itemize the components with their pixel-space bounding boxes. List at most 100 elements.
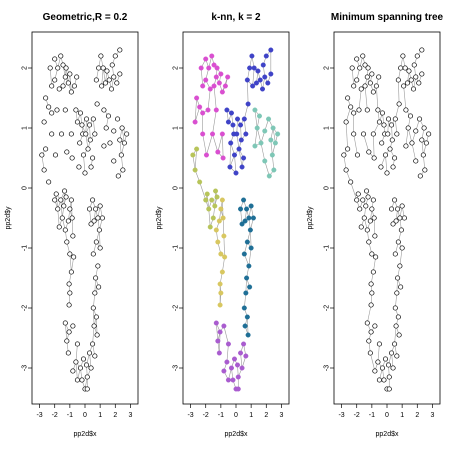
graph-edge <box>192 154 196 171</box>
data-point <box>93 275 99 281</box>
x-tick-label: 2 <box>113 412 117 419</box>
data-point <box>224 107 230 113</box>
data-point <box>376 377 382 383</box>
graph-edge <box>222 133 224 159</box>
y-tick-label: -3 <box>173 365 180 371</box>
data-point <box>64 239 70 245</box>
graph-edge <box>199 181 206 201</box>
data-point <box>204 191 210 197</box>
data-point <box>394 353 400 359</box>
data-point <box>364 74 370 80</box>
data-point <box>215 149 221 155</box>
data-point <box>66 302 72 308</box>
data-point <box>230 122 236 128</box>
data-point <box>252 143 258 149</box>
data-point <box>239 365 245 371</box>
data-point <box>105 113 112 119</box>
data-point <box>244 275 250 281</box>
data-point <box>272 140 278 146</box>
x-axis-label: pp2d$x <box>225 431 248 438</box>
data-point <box>96 227 102 233</box>
data-point <box>426 131 432 137</box>
data-point <box>74 119 80 125</box>
data-point <box>207 86 213 92</box>
data-point <box>360 197 366 203</box>
data-point <box>370 197 376 203</box>
data-point <box>121 140 127 146</box>
data-point <box>52 56 58 62</box>
data-point <box>364 320 370 326</box>
data-point <box>203 56 209 62</box>
data-point <box>235 116 241 122</box>
x-tick-label: 3 <box>128 412 132 419</box>
data-point <box>245 101 251 107</box>
data-point <box>398 284 404 290</box>
graph-edge <box>240 208 243 225</box>
data-point <box>217 281 223 287</box>
data-point <box>242 323 248 329</box>
data-point <box>224 359 230 365</box>
x-tick-label: -1 <box>218 412 224 419</box>
panel-1: Geometric,R = 0.2 -3 -2 -1 0 1 2 3 -3 -2 -1 0 1 2 pp2d… <box>5 12 139 438</box>
graph-edge <box>222 217 225 237</box>
data-point <box>68 197 74 203</box>
data-point <box>368 281 374 287</box>
data-point <box>66 281 72 287</box>
data-point <box>47 65 53 71</box>
data-point <box>60 83 66 89</box>
data-point <box>392 341 398 347</box>
data-point <box>62 107 68 113</box>
data-point <box>379 140 385 146</box>
graph-edge <box>373 217 376 237</box>
data-point <box>206 65 212 71</box>
data-point <box>416 80 422 86</box>
data-point <box>370 89 376 95</box>
data-point <box>203 197 209 203</box>
data-point <box>366 338 372 344</box>
data-point <box>94 332 100 338</box>
data-point <box>388 122 395 128</box>
data-point <box>83 116 90 122</box>
data-point <box>395 275 401 281</box>
data-point <box>115 116 121 122</box>
data-point <box>364 188 370 194</box>
data-point <box>39 152 45 158</box>
data-point <box>210 131 216 137</box>
graph-edge <box>71 217 74 237</box>
data-point <box>219 89 225 95</box>
data-point <box>247 284 253 290</box>
data-point <box>91 218 97 224</box>
data-point <box>266 173 272 179</box>
data-point <box>250 83 256 89</box>
data-point <box>92 131 98 137</box>
data-point <box>84 386 90 392</box>
y-tick-label: -2 <box>22 305 29 311</box>
data-point <box>90 116 96 122</box>
data-point <box>103 125 109 131</box>
data-point <box>65 350 71 356</box>
data-point <box>80 152 87 158</box>
data-point <box>423 140 429 146</box>
data-point <box>60 62 66 68</box>
data-point <box>263 53 269 59</box>
data-point <box>70 233 76 239</box>
graph-edge <box>272 154 275 171</box>
data-point <box>238 137 244 143</box>
data-point <box>243 290 249 296</box>
data-point <box>367 80 373 86</box>
data-point <box>351 83 357 89</box>
data-point <box>76 164 82 170</box>
data-point <box>405 125 411 131</box>
data-point <box>262 158 268 164</box>
x-tick-label: -2 <box>203 412 209 419</box>
data-point <box>86 122 93 128</box>
data-point <box>55 65 61 71</box>
graph-edge <box>260 142 266 162</box>
data-point <box>396 332 402 338</box>
data-point <box>235 386 241 392</box>
graph-edge <box>216 322 219 342</box>
data-point <box>220 215 226 221</box>
data-point <box>55 206 61 212</box>
data-point <box>243 131 249 137</box>
